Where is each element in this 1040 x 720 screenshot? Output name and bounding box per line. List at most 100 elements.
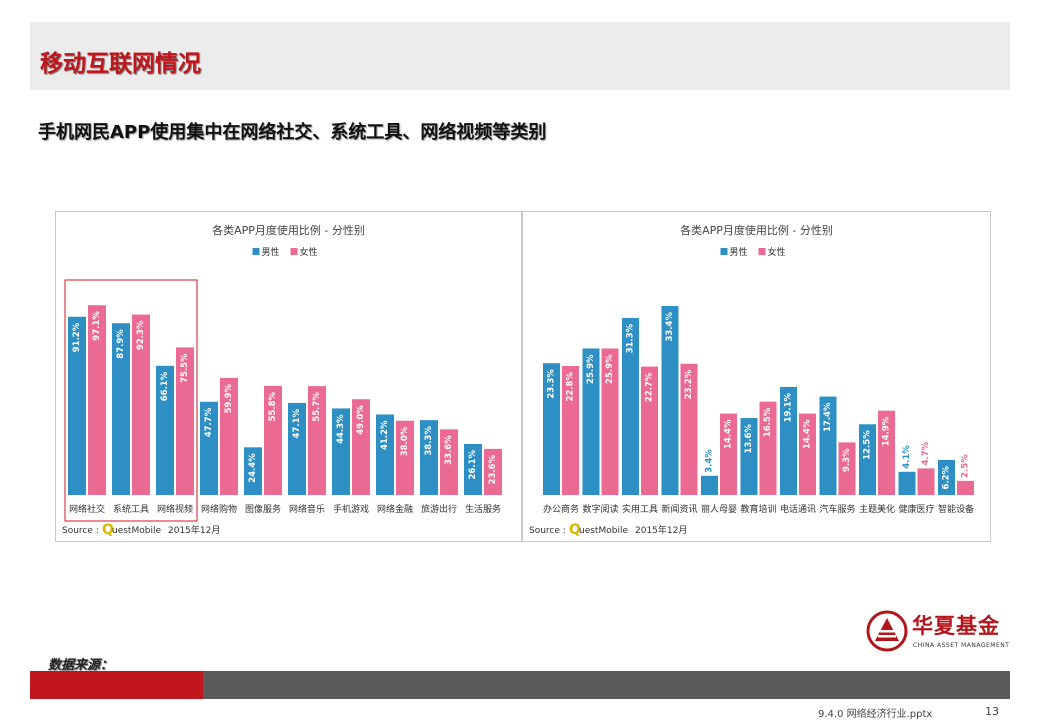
data-label: 4.1% [902, 445, 912, 469]
bar-female [396, 420, 414, 495]
category-label: 教育培训 [740, 503, 776, 515]
data-label: 31.3% [626, 323, 636, 353]
category-label: 网络社交 [69, 503, 105, 515]
data-label: 4.7% [921, 441, 931, 465]
bar-female [220, 377, 238, 495]
chart-source-prefix: Source : [529, 526, 566, 536]
bar-female [88, 305, 106, 495]
data-label: 3.4% [705, 449, 715, 473]
category-label: 实用工具 [622, 503, 658, 515]
bar-female [878, 410, 895, 495]
data-label: 97.1% [92, 311, 102, 341]
data-label: 9.3% [842, 448, 852, 472]
category-label: 网络音乐 [289, 503, 325, 515]
category-label: 办公商务 [543, 503, 579, 515]
category-label: 网络视频 [157, 503, 193, 515]
legend-label-male: 男性 [262, 246, 280, 258]
bar-female [132, 314, 150, 495]
logo-subtitle: CHINA ASSET MANAGEMENT [913, 642, 1010, 649]
questmobile-logo-q: Q [102, 522, 114, 538]
bar-male [543, 363, 560, 495]
page-number: 13 [985, 705, 999, 718]
category-label: 智能设备 [938, 503, 974, 515]
chart-title: 各类APP月度使用比例 - 分性别 [680, 223, 833, 237]
bar-male [622, 317, 639, 495]
data-label: 47.1% [292, 408, 302, 438]
data-label: 44.3% [336, 414, 346, 444]
data-label: 55.7% [312, 392, 322, 422]
legend-label-male: 男性 [730, 246, 748, 258]
data-label: 14.4% [724, 419, 734, 449]
legend-swatch-male [720, 248, 728, 255]
category-label: 数字阅读 [582, 503, 618, 515]
bar-female [308, 386, 326, 495]
highlight-box [64, 279, 198, 522]
data-label: 55.8% [268, 391, 278, 421]
category-label: 图像服务 [245, 503, 281, 515]
data-label: 59.9% [224, 383, 234, 413]
legend-swatch-male [252, 248, 260, 255]
data-label: 12.5% [863, 430, 873, 460]
data-label: 66.1% [160, 371, 170, 401]
chart-source-brand: uestMobile [579, 526, 628, 536]
category-label: 网络金融 [377, 503, 413, 515]
data-label: 26.1% [468, 450, 478, 480]
bar-male [376, 414, 394, 495]
data-label: 87.9% [116, 329, 126, 359]
data-label: 6.2% [942, 465, 952, 489]
data-label: 14.4% [803, 419, 813, 449]
bar-female [352, 399, 370, 495]
data-label: 19.1% [784, 392, 794, 422]
legend-swatch-female [290, 248, 298, 255]
company-logo: 华夏基金 CHINA ASSET MANAGEMENT [866, 610, 1014, 654]
data-label: 23.6% [488, 454, 498, 484]
chart-title: 各类APP月度使用比例 - 分性别 [212, 223, 365, 237]
data-label: 38.0% [400, 426, 410, 456]
category-label: 汽车服务 [819, 503, 855, 515]
bar-male [244, 447, 262, 495]
data-label: 41.2% [380, 420, 390, 450]
data-label: 24.4% [248, 453, 258, 483]
data-label: 22.7% [645, 372, 655, 402]
bar-male [661, 306, 679, 495]
bar-female [601, 348, 619, 495]
data-label: 49.0% [356, 405, 366, 435]
bar-female [440, 429, 458, 495]
data-source-label: 数据来源： [48, 658, 114, 673]
bar-female [799, 413, 816, 495]
bar-male [112, 323, 130, 495]
slide-subtitle: 手机网民APP使用集中在网络社交、系统工具、网络视频等类别 [38, 122, 547, 143]
legend-label-female: 女性 [768, 246, 786, 258]
data-label: 91.2% [72, 322, 82, 352]
data-label: 23.2% [684, 369, 694, 399]
bar-male [288, 402, 306, 495]
bar-female [680, 363, 698, 495]
chart-source-brand: uestMobile [112, 526, 161, 536]
category-label: 丽人母婴 [701, 504, 737, 515]
questmobile-logo-q: Q [569, 522, 581, 538]
bar-male [859, 424, 876, 495]
category-label: 旅游出行 [421, 503, 457, 515]
bar-female [641, 366, 658, 495]
bar-female [917, 468, 935, 495]
data-label: 2.5% [961, 454, 971, 478]
legend-swatch-female [758, 248, 766, 255]
slide-title: 移动互联网情况 [40, 51, 201, 77]
bar-male [420, 420, 438, 495]
bar-male [582, 348, 600, 495]
data-label: 75.5% [180, 353, 190, 383]
bar-male [68, 316, 86, 495]
chart-source-date: 2015年12月 [168, 524, 220, 536]
data-label: 38.3% [424, 426, 434, 456]
category-label: 系统工具 [113, 503, 149, 515]
data-label: 92.3% [136, 320, 146, 350]
category-label: 电话通讯 [780, 503, 816, 515]
bar-female [838, 442, 856, 495]
bar-female [176, 347, 194, 495]
bar-female [264, 385, 282, 495]
bar-male [938, 459, 955, 495]
bar-male [156, 365, 174, 495]
bar-male [898, 471, 916, 495]
